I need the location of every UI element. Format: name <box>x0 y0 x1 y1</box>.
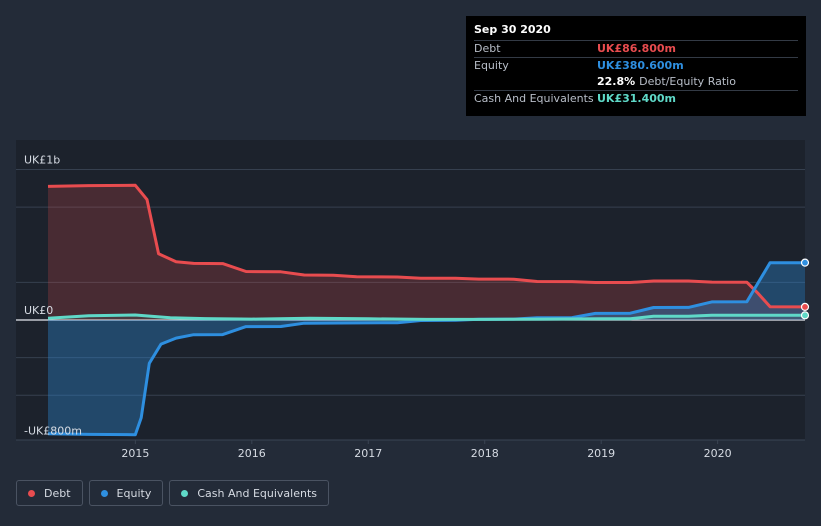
legend-label-debt: Debt <box>44 486 71 500</box>
equity-endpoint <box>800 258 810 267</box>
x-tick-label-5: 2020 <box>704 447 732 460</box>
x-tick-label-3: 2018 <box>471 447 499 460</box>
cash-and-equivalents-line <box>47 313 805 321</box>
tooltip-ratio-label: Debt/Equity Ratio <box>639 75 736 88</box>
plot-panel <box>16 140 805 440</box>
debt-endpoint <box>800 302 810 312</box>
tooltip-debt-value: UK£86.800m <box>597 42 677 55</box>
series-endpoints <box>800 258 810 320</box>
tooltip-cash-row: Cash And Equivalents UK£31.400m <box>474 90 798 107</box>
tooltip-date: Sep 30 2020 <box>474 23 551 36</box>
legend-item-debt[interactable]: Debt <box>16 480 83 506</box>
x-tick-label-4: 2019 <box>587 447 615 460</box>
tooltip-cash-label: Cash And Equivalents <box>474 92 594 105</box>
equity-area <box>48 262 805 435</box>
legend-label-equity: Equity <box>116 486 152 500</box>
y-axis-labels: UK£1b UK£0 -UK£800m <box>24 154 82 438</box>
chart-legend: Debt Equity Cash And Equivalents <box>16 480 329 506</box>
tooltip-equity-row: Equity UK£380.600m <box>474 57 798 74</box>
tooltip-cash-value: UK£31.400m <box>597 92 677 105</box>
x-tick-label-1: 2016 <box>238 447 266 460</box>
series-lines <box>47 183 806 437</box>
tooltip-equity-value: UK£380.600m <box>597 59 684 72</box>
cash-dot-icon <box>181 489 189 497</box>
cash-and-equivalents-endpoint <box>800 311 810 320</box>
debt-dot-icon <box>28 489 35 497</box>
x-tick-label-0: 2015 <box>121 447 149 460</box>
y-tick-label-0: UK£1b <box>24 154 60 167</box>
tooltip-ratio-value: 22.8% <box>597 75 636 88</box>
data-tooltip: Sep 30 2020 Debt UK£86.800m Equity UK£38… <box>466 16 806 116</box>
legend-label-cash: Cash And Equivalents <box>197 486 317 500</box>
y-tick-label-2: -UK£800m <box>24 424 82 437</box>
debt-area <box>48 185 805 320</box>
legend-item-cash[interactable]: Cash And Equivalents <box>169 480 329 506</box>
x-tick-label-2: 2017 <box>354 447 382 460</box>
x-axis-labels: 2015 2016 2017 2018 2019 2020 <box>121 440 732 460</box>
legend-item-equity[interactable]: Equity <box>88 480 164 506</box>
equity-dot-icon <box>100 489 108 497</box>
y-tick-label-1: UK£0 <box>24 304 53 317</box>
tooltip-debt-row: Debt UK£86.800m <box>474 40 798 57</box>
tooltip-debt-label: Debt <box>474 42 501 55</box>
debt-line <box>47 183 806 309</box>
equity-line <box>47 261 805 437</box>
tooltip-equity-label: Equity <box>474 59 509 72</box>
tooltip-ratio-row: 22.8% Debt/Equity Ratio <box>474 74 798 90</box>
